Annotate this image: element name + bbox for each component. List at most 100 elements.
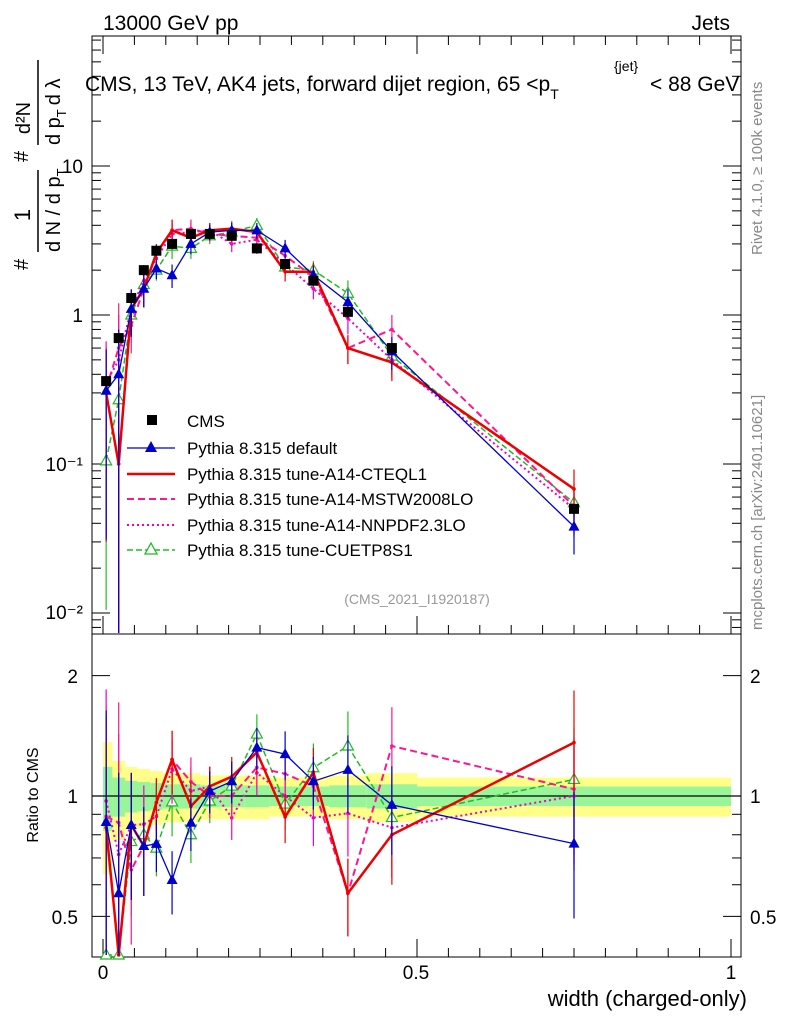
series-1-ratio-point xyxy=(113,887,125,898)
ratio-tick-label: 2 xyxy=(67,667,78,688)
plot-title: CMS, 13 TeV, AK4 jets, forward dijet reg… xyxy=(85,73,559,102)
series-1-ratio-point xyxy=(100,815,112,826)
series-1-ratio-point xyxy=(386,798,398,809)
series-1-point xyxy=(279,242,291,253)
cms-data-point xyxy=(185,228,196,239)
x-tick-label: 0.5 xyxy=(403,963,429,984)
plot-title-tail: < 88 GeV xyxy=(650,73,739,96)
cms-data-point xyxy=(151,245,162,256)
series-2-point xyxy=(346,346,350,350)
legend-label: Pythia 8.315 default xyxy=(187,439,338,458)
series-2-point xyxy=(572,487,576,491)
series-2-ratio-point xyxy=(572,740,576,745)
cms-data-point xyxy=(167,238,178,249)
legend-label: Pythia 8.315 tune-A14-MSTW2008LO xyxy=(187,490,473,509)
x-tick-label: 0 xyxy=(98,963,109,984)
series-4-ratio-point xyxy=(346,811,350,816)
y-title-fraction2-num: d²N xyxy=(13,102,35,134)
series-1-ratio-point xyxy=(342,763,354,774)
legend-marker-cms xyxy=(147,415,157,425)
main-axis-ticks xyxy=(92,39,741,628)
legend-marker-cuetp8s1 xyxy=(143,541,159,555)
series-1-ratio-point xyxy=(185,816,197,827)
header-left: 13000 GeV pp xyxy=(103,12,238,35)
cms-data-point xyxy=(280,258,291,269)
ratio-series-group xyxy=(99,689,581,960)
legend: CMS Pythia 8.315 default Pythia 8.315 tu… xyxy=(127,412,473,560)
series-2-point xyxy=(170,228,174,233)
series-1-point xyxy=(568,520,580,531)
cms-data-point xyxy=(308,275,319,286)
legend-label: Pythia 8.315 tune-CUETP8S1 xyxy=(187,541,413,560)
ratio-tick-label-right: 1 xyxy=(750,787,761,808)
series-1-point xyxy=(185,237,197,248)
cms-data-point xyxy=(204,228,215,239)
ratio-band-inner xyxy=(103,766,113,831)
main-tick-label: 1 xyxy=(72,306,83,327)
series-1-point xyxy=(150,262,162,273)
series-4-ratio-line xyxy=(105,767,575,858)
y-title-fraction2-den: d pTd λ xyxy=(43,79,69,145)
ratio-tick-label-right: 0.5 xyxy=(750,908,776,929)
series-1-ratio-point xyxy=(150,837,162,848)
series-2-ratio-point xyxy=(170,757,174,762)
series-2-ratio-point xyxy=(346,891,350,896)
y-title-hash: # xyxy=(11,150,33,162)
series-1-point xyxy=(125,302,137,313)
y-title-fraction1-num: 1 xyxy=(10,209,35,221)
series-1-point xyxy=(342,296,354,307)
x-axis-title: width (charged-only) xyxy=(547,986,747,1011)
series-1-point xyxy=(113,368,125,379)
series-2-ratio-point xyxy=(283,815,287,819)
series-1-point xyxy=(166,269,178,280)
mcplots-label: mcplots.cern.ch [arXiv:2401.10621] xyxy=(749,395,766,630)
series-1-ratio-point xyxy=(166,873,178,884)
series-1-ratio-point xyxy=(125,819,137,830)
cms-data-point xyxy=(226,230,237,241)
legend-label: CMS xyxy=(187,412,225,431)
main-tick-label: 10⁻² xyxy=(46,603,84,624)
main-series-group xyxy=(99,217,581,633)
legend-marker-default xyxy=(145,441,157,452)
cms-data-point xyxy=(126,293,137,304)
x-axis-ticks xyxy=(102,36,732,957)
series-1-point xyxy=(138,282,150,293)
ratio-axis-title: Ratio to CMS xyxy=(25,747,42,842)
ratio-tick-label: 0.5 xyxy=(52,908,78,929)
series-1-ratio-point xyxy=(568,837,580,848)
cms-data-point xyxy=(386,343,397,354)
series-4-point xyxy=(346,316,350,321)
header-right: Jets xyxy=(691,12,730,35)
legend-label: Pythia 8.315 tune-A14-CTEQL1 xyxy=(187,465,427,484)
series-1-ratio-point xyxy=(226,775,238,786)
rivet-version-label: Rivet 4.1.0, ≥ 100k events xyxy=(749,82,766,255)
legend-label: Pythia 8.315 tune-A14-NNPDF2.3LO xyxy=(187,516,466,535)
plot-title-sup: {jet} xyxy=(614,58,638,74)
x-tick-label: 1 xyxy=(726,963,737,984)
series-1-point xyxy=(100,384,112,395)
ratio-tick-label-right: 2 xyxy=(750,667,761,688)
series-1-ratio-point xyxy=(307,775,319,786)
series-1-ratio-point xyxy=(138,839,150,850)
ratio-uncertainty-bands xyxy=(92,742,741,875)
cms-data-point xyxy=(342,306,353,317)
series-3-point xyxy=(390,327,394,332)
cms-data-point xyxy=(138,265,149,276)
y-title-fraction1-den: d N / d pT xyxy=(43,168,69,252)
y-title-hash: # xyxy=(11,258,33,270)
cms-data-point xyxy=(101,376,112,387)
series-3-ratio-point xyxy=(390,744,394,748)
analysis-tag: (CMS_2021_I1920187) xyxy=(344,591,490,607)
series-1-ratio-point xyxy=(279,748,291,759)
series-4-point xyxy=(311,286,316,291)
cms-data-point xyxy=(113,333,124,344)
cms-data-point xyxy=(569,503,579,514)
main-tick-label: 10⁻¹ xyxy=(46,455,84,476)
main-tick-label: 10 xyxy=(62,157,83,178)
series-3-ratio-point xyxy=(189,779,193,784)
ratio-tick-label: 1 xyxy=(67,787,78,808)
series-4-ratio-point xyxy=(311,815,316,820)
series-1-ratio-point xyxy=(251,741,263,752)
series-1-ratio-point xyxy=(204,785,216,796)
